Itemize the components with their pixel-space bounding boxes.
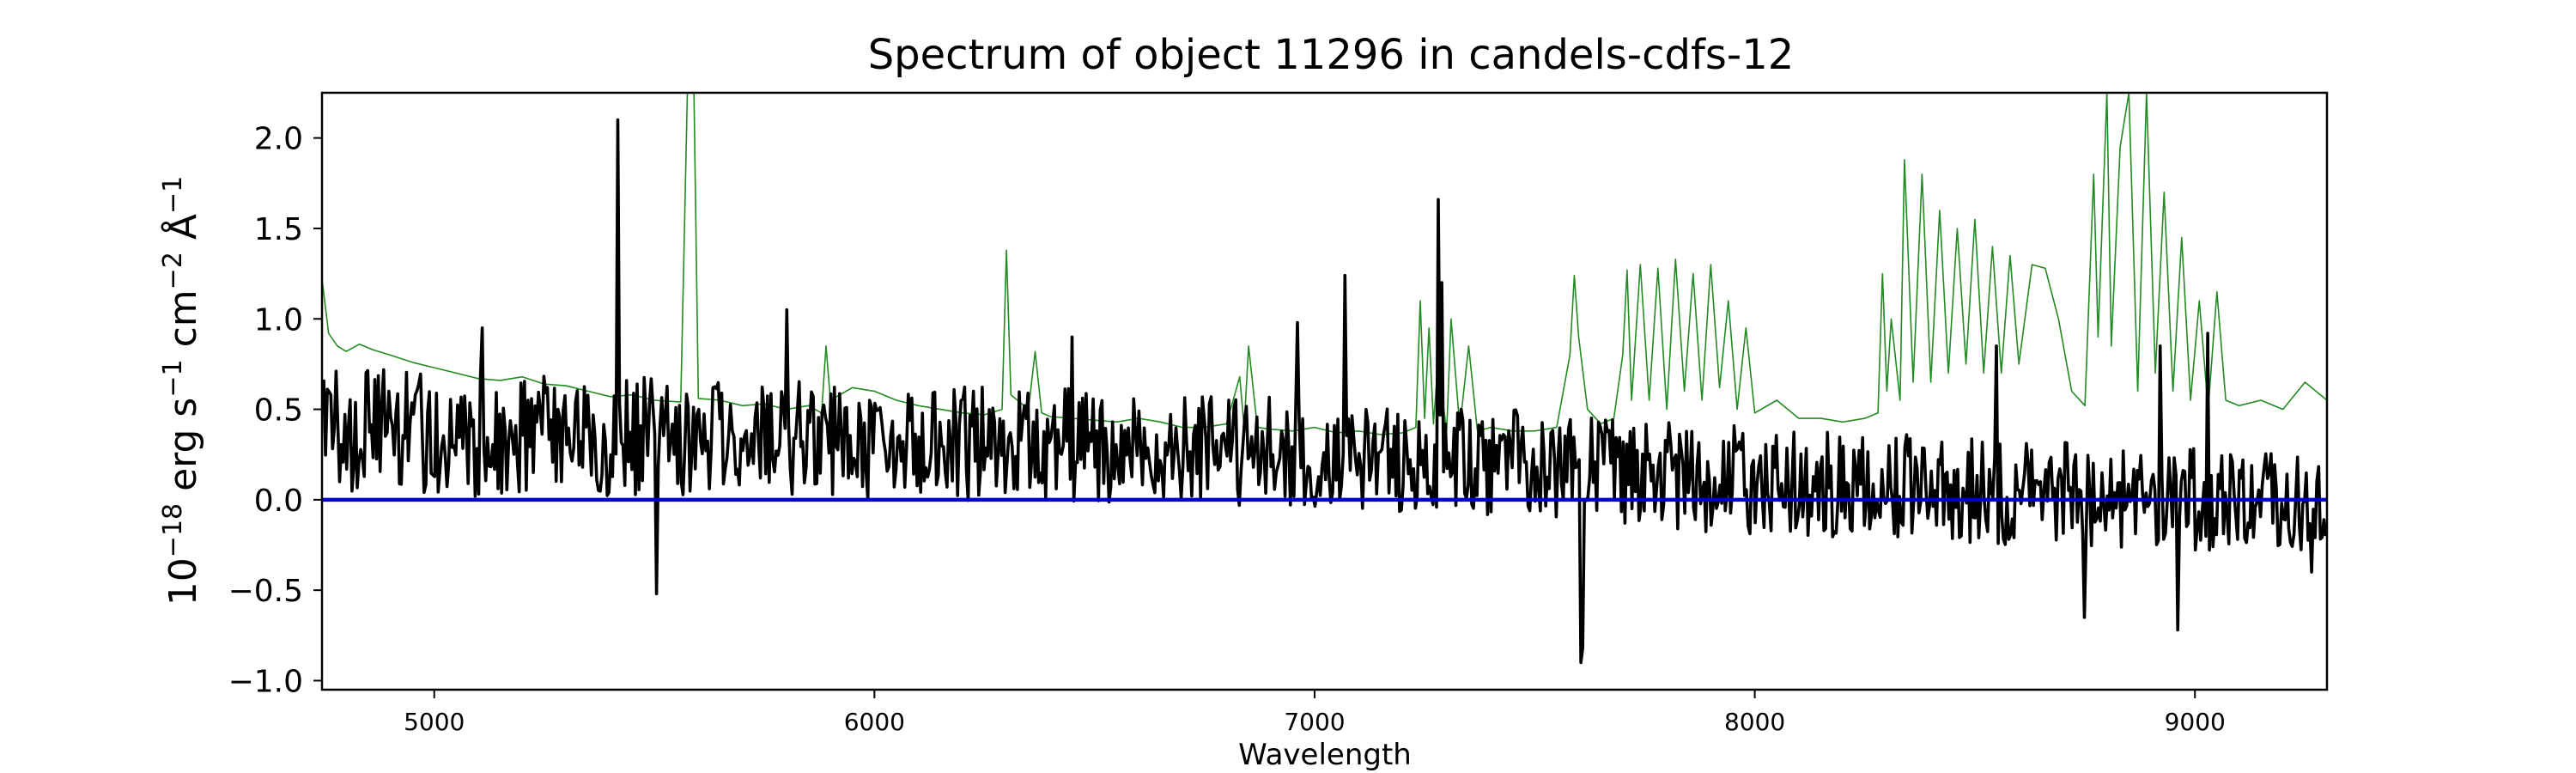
y-label-exp4: −1: [158, 176, 188, 214]
y-label-mid: cm: [161, 289, 205, 359]
y-label-unit: Å: [160, 214, 205, 252]
x-tick-label: 7000: [1284, 708, 1345, 736]
y-tick-label: 1.0: [254, 302, 303, 338]
y-axis-ticks: −1.0 −0.5 0.0 0.5 1.0 1.5 2.0: [228, 122, 322, 699]
x-tick-label: 8000: [1724, 708, 1785, 736]
y-tick-label: 0.5: [254, 393, 303, 429]
y-tick-label: −1.0: [228, 664, 303, 699]
x-axis-ticks: 5000 6000 7000 8000 9000: [404, 690, 2226, 736]
y-tick-label: 0.0: [254, 484, 303, 519]
y-label-rest: erg s: [161, 398, 205, 503]
y-label-exp: −18: [158, 503, 188, 557]
x-tick-label: 6000: [844, 708, 905, 736]
axes-frame: [320, 91, 2329, 691]
x-tick-label: 9000: [2165, 708, 2226, 736]
y-label-prefix: 10: [161, 557, 205, 606]
y-tick-label: −0.5: [228, 574, 303, 609]
y-tick-label: 1.5: [254, 212, 303, 247]
model-spectrum-line: [322, 93, 2327, 435]
plot-area: [320, 91, 2329, 691]
observed-spectrum-line: [322, 118, 2327, 665]
y-tick-label: 2.0: [254, 122, 303, 157]
y-axis-label: 10−18 erg s−1 cm−2 Å−1: [158, 176, 206, 606]
y-label-exp2: −1: [158, 359, 188, 397]
x-axis-label: Wavelength: [1238, 738, 1412, 772]
y-label-exp3: −2: [158, 252, 188, 289]
chart-title: Spectrum of object 11296 in candels-cdfs…: [868, 31, 1795, 79]
x-tick-label: 5000: [404, 708, 465, 736]
series-layer: [322, 93, 2327, 665]
